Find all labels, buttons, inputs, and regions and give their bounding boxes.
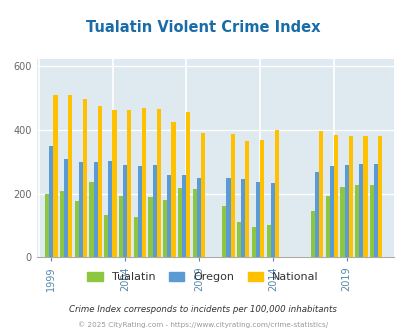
Bar <box>333 135 337 257</box>
Bar <box>245 141 249 257</box>
Bar <box>196 178 200 257</box>
Bar <box>192 189 196 257</box>
Bar <box>226 178 230 257</box>
Bar <box>98 106 102 257</box>
Bar <box>354 184 358 257</box>
Bar <box>318 131 322 257</box>
Bar <box>255 182 260 257</box>
Bar <box>104 215 108 257</box>
Bar <box>310 211 314 257</box>
Bar <box>251 227 255 257</box>
Bar <box>108 161 112 257</box>
Bar <box>222 206 226 257</box>
Bar <box>377 136 382 257</box>
Bar <box>142 108 146 257</box>
Bar <box>339 187 344 257</box>
Bar <box>348 136 352 257</box>
Bar <box>45 193 49 257</box>
Bar <box>270 183 274 257</box>
Bar <box>79 162 83 257</box>
Bar <box>68 94 72 257</box>
Bar <box>182 175 186 257</box>
Bar <box>152 165 156 257</box>
Bar <box>133 217 137 257</box>
Bar <box>127 110 131 257</box>
Bar <box>325 196 329 257</box>
Bar <box>53 94 58 257</box>
Text: Crime Index corresponds to incidents per 100,000 inhabitants: Crime Index corresponds to incidents per… <box>69 305 336 314</box>
Bar <box>266 224 270 257</box>
Bar <box>163 200 167 257</box>
Bar <box>362 136 367 257</box>
Bar <box>137 166 142 257</box>
Bar <box>358 164 362 257</box>
Bar <box>344 165 348 257</box>
Bar <box>60 191 64 257</box>
Bar <box>119 196 123 257</box>
Bar <box>83 99 87 257</box>
Text: Tualatin Violent Crime Index: Tualatin Violent Crime Index <box>85 20 320 35</box>
Bar <box>237 222 241 257</box>
Bar <box>156 109 160 257</box>
Bar <box>369 184 373 257</box>
Bar <box>274 130 278 257</box>
Bar <box>373 164 377 257</box>
Text: © 2025 CityRating.com - https://www.cityrating.com/crime-statistics/: © 2025 CityRating.com - https://www.city… <box>78 322 327 328</box>
Bar <box>49 146 53 257</box>
Bar <box>89 182 93 257</box>
Bar <box>260 140 264 257</box>
Bar <box>75 201 79 257</box>
Bar <box>123 165 127 257</box>
Legend: Tualatin, Oregon, National: Tualatin, Oregon, National <box>83 267 322 286</box>
Bar <box>329 166 333 257</box>
Bar <box>93 162 98 257</box>
Bar <box>167 175 171 257</box>
Bar <box>241 179 245 257</box>
Bar <box>200 133 205 257</box>
Bar <box>230 134 234 257</box>
Bar <box>186 112 190 257</box>
Bar <box>171 122 175 257</box>
Bar <box>177 188 182 257</box>
Bar <box>148 197 152 257</box>
Bar <box>314 172 318 257</box>
Bar <box>64 159 68 257</box>
Bar <box>112 110 116 257</box>
